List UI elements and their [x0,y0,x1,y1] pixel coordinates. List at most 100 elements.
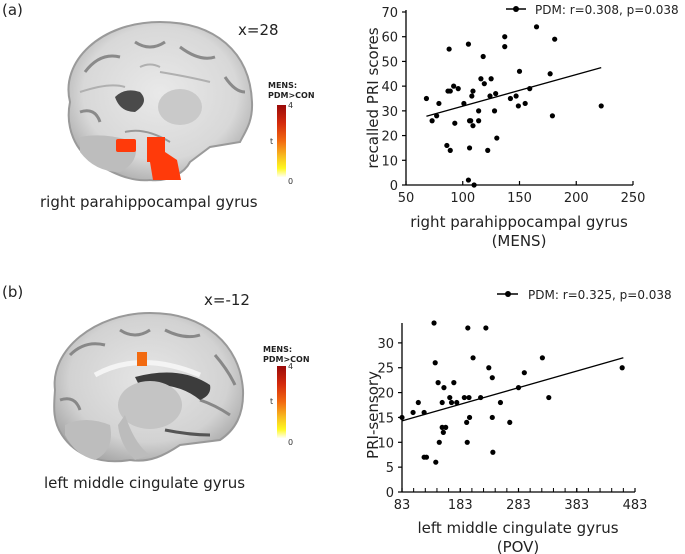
data-point [476,108,482,114]
data-point [464,419,470,426]
chart-a-regression-line [426,66,602,117]
data-point [455,86,461,92]
data-point [432,360,438,366]
data-point [502,34,508,40]
y-tick-label: 0 [386,486,394,501]
legend-dot-marker-icon [513,6,519,12]
panel-b-colorbar-max: 4 [288,362,294,371]
chart-a-data-points [423,24,604,188]
data-point [547,71,553,77]
data-point [466,394,472,401]
data-point [490,449,496,455]
y-tick-label: 10 [381,154,398,169]
chart-b-ylabel: PRI-sensory [364,371,382,459]
activation-cluster [147,137,181,180]
data-point [485,147,491,153]
data-point [429,118,435,124]
data-point [470,123,476,129]
panel-a-brain-sagittal-slice [67,20,254,182]
chart-a-xlabel-unit: (MENS) [492,232,547,250]
data-point [546,394,552,401]
data-point [480,53,486,60]
panel-b-colorbar-axis: t [270,397,274,406]
data-point [507,419,513,426]
data-point [515,103,521,109]
panel-b-slice-coordinate: x=-12 [204,291,250,309]
data-point [481,81,487,87]
data-point [447,394,453,401]
data-point [451,380,457,386]
data-point [598,103,604,109]
data-point [447,147,453,153]
x-tick-label: 483 [623,498,648,513]
data-point [491,108,498,114]
chart-b-xlabel: left middle cingulate gyrus [417,519,618,537]
data-point [461,100,467,107]
data-point [415,399,421,406]
data-point [476,118,482,124]
data-point [436,439,442,445]
data-point [487,93,493,99]
data-point [446,46,452,52]
panel-a-label: (a) [2,1,23,19]
data-point [507,95,514,102]
y-tick-label: 30 [377,337,394,352]
svg-text:PDM: r=0.325, p=0.038: PDM: r=0.325, p=0.038 [528,288,672,302]
data-point [465,325,471,331]
chart-a-legend: PDM: r=0.308, p=0.038 [506,3,679,17]
y-tick-label: 5 [386,461,394,476]
chart-b-regression-line [401,357,624,422]
data-point [619,365,625,371]
data-point [435,380,441,386]
data-point [436,100,442,107]
data-point [493,90,499,97]
x-tick-label: 83 [394,498,411,513]
panel-a-region-label: right parahippocampal gyrus [40,193,258,211]
data-point [466,145,473,151]
y-tick-label: 10 [377,436,394,451]
data-point [470,88,476,94]
data-point [539,355,545,361]
data-point [440,429,446,435]
data-point [516,68,523,74]
data-point [497,399,504,406]
data-point [465,177,472,183]
data-point [488,76,494,82]
data-point [454,399,460,406]
data-point [549,113,556,119]
data-point [533,24,540,30]
data-point [461,394,467,401]
x-tick-label: 100 [450,191,475,206]
data-point [423,95,430,102]
y-tick-label: 60 [381,31,398,46]
chart-a-xlabel: right parahippocampal gyrus [410,213,628,231]
y-tick-label: 0 [390,179,398,194]
panel-a-colorbar-max: 4 [288,101,294,110]
y-tick-label: 25 [377,362,394,377]
data-point [468,118,474,124]
data-point [471,182,477,188]
x-tick-label: 283 [506,498,531,513]
data-point [452,120,458,126]
chart-b-xlabel-unit: (POV) [497,538,540,554]
x-tick-label: 383 [564,498,589,513]
chart-a-axes: 50 100 150 200 250 0 10 20 30 40 50 60 70 [381,6,645,206]
data-point [444,142,450,149]
data-point [483,325,489,331]
data-point [521,370,527,376]
data-point [502,44,508,50]
data-point [439,399,445,406]
y-tick-label: 15 [377,411,394,426]
data-point [443,424,449,430]
chart-b-data-points [399,320,625,465]
data-point [489,375,495,381]
chart-b-legend: PDM: r=0.325, p=0.038 [497,288,672,302]
legend-dot-marker-icon [505,291,511,297]
panel-a-colorbar-title: MENS: PDM>CON [268,81,315,100]
data-point [513,93,519,99]
scatter-chart-b: 83 183 283 383 483 0 5 10 15 20 25 30 PDM: r=0.325,… [364,288,672,554]
data-point [466,414,473,421]
panel-b-colorbar [277,366,286,438]
scatter-chart-a: 50 100 150 200 250 0 10 20 30 40 50 60 70 PDM: r=0.3… [364,3,679,250]
data-point [433,459,439,465]
